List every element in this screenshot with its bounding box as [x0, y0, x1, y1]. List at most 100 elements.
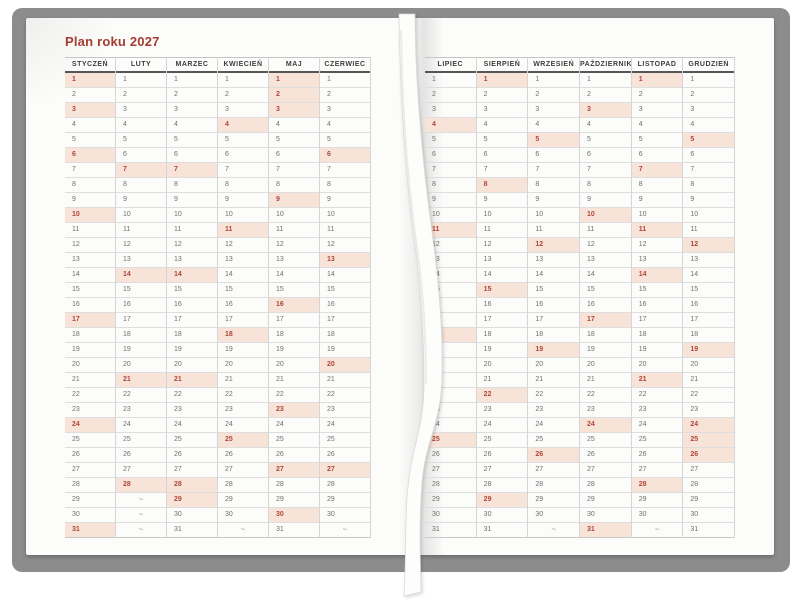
day-cell: 30 [580, 508, 631, 523]
day-cell: 1 [320, 73, 370, 88]
day-cell: 23 [528, 403, 580, 418]
month-header: STYCZEŃ [65, 57, 115, 73]
month-column: KWIECIEŃ 1 2 3 4 5 6 7 8 9 10 11 12 13 14 15 16 17 18 19 20 2… [218, 57, 269, 538]
day-cell: 21 [269, 373, 319, 388]
day-cell: 22 [528, 388, 580, 403]
day-cell: 7 [631, 163, 683, 178]
day-cell: 8 [320, 178, 370, 193]
day-cell: 5 [269, 133, 319, 148]
day-cell: 19 [425, 343, 476, 358]
month-column: LIPIEC 1 2 3 4 5 6 7 8 9 10 11 12 13 14 15 16 17 18 19 20 21 2… [425, 57, 477, 538]
day-cell: 5 [683, 133, 735, 148]
day-cell: 5 [580, 133, 631, 148]
day-cell: 16 [65, 298, 115, 313]
day-cell: 9 [425, 193, 476, 208]
day-cell: 19 [580, 343, 631, 358]
day-cell: 27 [425, 463, 476, 478]
day-cell: 18 [320, 328, 370, 343]
empty-cell: ~ [218, 523, 268, 538]
day-cell: 30 [167, 508, 217, 523]
month-column: LISTOPAD 1 2 3 4 5 6 7 8 9 10 11 12 13 14 15 16 17 18 19 20 2… [631, 57, 684, 538]
day-cell: 25 [167, 433, 217, 448]
day-cell: 26 [218, 448, 268, 463]
day-cell: 9 [65, 193, 115, 208]
day-cell: 18 [167, 328, 217, 343]
day-cell: 9 [476, 193, 528, 208]
day-cell: 19 [218, 343, 268, 358]
day-cell: 10 [425, 208, 476, 223]
day-cell: 20 [269, 358, 319, 373]
day-cell: 4 [683, 118, 735, 133]
day-cell: 16 [528, 298, 580, 313]
day-cell: 15 [425, 283, 476, 298]
day-cell: 29 [631, 493, 683, 508]
day-cell: 14 [116, 268, 166, 283]
day-cell: 6 [425, 148, 476, 163]
day-cell: 3 [116, 103, 166, 118]
day-cell: 10 [320, 208, 370, 223]
day-cell: 9 [167, 193, 217, 208]
day-cell: 21 [425, 373, 476, 388]
day-cell: 20 [425, 358, 476, 373]
day-cell: 21 [167, 373, 217, 388]
month-header: LUTY [116, 57, 166, 73]
day-cell: 26 [269, 448, 319, 463]
day-cell: 24 [116, 418, 166, 433]
day-cell: 30 [65, 508, 115, 523]
day-cell: 21 [631, 373, 683, 388]
day-cell: 10 [683, 208, 735, 223]
day-cell: 12 [683, 238, 735, 253]
day-cell: 1 [683, 73, 735, 88]
day-cell: 13 [683, 253, 735, 268]
day-cell: 7 [218, 163, 268, 178]
day-cell: 23 [476, 403, 528, 418]
day-cell: 17 [683, 313, 735, 328]
day-cell: 29 [65, 493, 115, 508]
day-cell: 24 [425, 418, 476, 433]
day-cell: 18 [65, 328, 115, 343]
day-cell: 29 [425, 493, 476, 508]
day-cell: 17 [269, 313, 319, 328]
day-cell: 25 [528, 433, 580, 448]
day-cell: 12 [218, 238, 268, 253]
day-cell: 6 [683, 148, 735, 163]
day-cell: 13 [167, 253, 217, 268]
day-cell: 31 [683, 523, 735, 538]
day-cell: 10 [580, 208, 631, 223]
day-cell: 9 [116, 193, 166, 208]
day-cell: 9 [320, 193, 370, 208]
day-cell: 22 [425, 388, 476, 403]
day-cell: 20 [580, 358, 631, 373]
day-cell: 26 [167, 448, 217, 463]
day-cell: 15 [631, 283, 683, 298]
day-cell: 11 [476, 223, 528, 238]
day-cell: 27 [116, 463, 166, 478]
day-cell: 8 [683, 178, 735, 193]
month-header: PAŹDZIERNIK [580, 57, 631, 73]
day-cell: 24 [269, 418, 319, 433]
day-cell: 29 [528, 493, 580, 508]
day-cell: 10 [116, 208, 166, 223]
day-cell: 26 [476, 448, 528, 463]
day-cell: 11 [683, 223, 735, 238]
day-cell: 4 [631, 118, 683, 133]
day-cell: 23 [167, 403, 217, 418]
day-cell: 20 [528, 358, 580, 373]
day-cell: 6 [65, 148, 115, 163]
day-cell: 7 [476, 163, 528, 178]
day-cell: 21 [65, 373, 115, 388]
day-cell: 15 [65, 283, 115, 298]
empty-cell: ~ [116, 493, 166, 508]
day-cell: 5 [631, 133, 683, 148]
day-cell: 1 [425, 73, 476, 88]
day-cell: 18 [580, 328, 631, 343]
day-cell: 18 [683, 328, 735, 343]
month-header: CZERWIEC [320, 57, 370, 73]
day-cell: 7 [116, 163, 166, 178]
day-cell: 14 [269, 268, 319, 283]
day-cell: 29 [218, 493, 268, 508]
day-cell: 22 [580, 388, 631, 403]
day-cell: 30 [683, 508, 735, 523]
day-cell: 3 [631, 103, 683, 118]
day-cell: 6 [218, 148, 268, 163]
